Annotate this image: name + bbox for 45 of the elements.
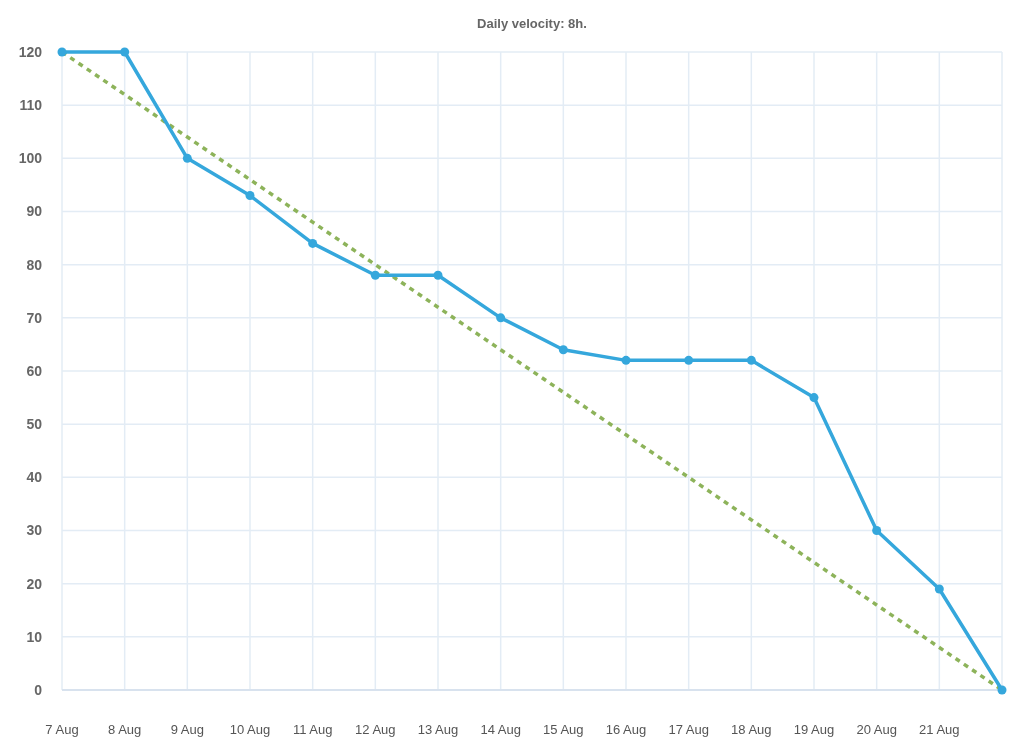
- x-tick-label: 13 Aug: [417, 722, 459, 737]
- y-tick-label: 80: [26, 256, 43, 273]
- point: [245, 191, 255, 201]
- x-tick-label: 19 Aug: [793, 722, 835, 737]
- y-tick-label: 110: [19, 97, 43, 114]
- x-tick-label: 8 Aug: [108, 722, 142, 737]
- chart-title: Daily velocity: 8h.: [477, 16, 587, 31]
- x-tick-label: 11 Aug: [292, 722, 333, 737]
- y-tick-label: 30: [26, 522, 43, 539]
- point: [558, 345, 568, 355]
- x-tick-label: 12 Aug: [355, 722, 396, 737]
- point: [120, 47, 130, 57]
- x-tick-label: 7 Aug: [45, 722, 79, 737]
- point: [746, 355, 756, 365]
- y-tick-label: 0: [34, 681, 43, 698]
- y-tick-label: 40: [26, 469, 43, 486]
- y-tick-label: 60: [26, 362, 43, 379]
- point: [872, 526, 882, 535]
- x-tick-label: 20 Aug: [856, 722, 897, 737]
- y-tick-label: 100: [18, 150, 43, 167]
- point: [433, 270, 443, 280]
- point: [809, 393, 819, 403]
- x-tick-label: 15 Aug: [543, 722, 584, 737]
- y-tick-label: 120: [18, 43, 43, 60]
- x-tick-label: 17 Aug: [668, 722, 709, 737]
- point: [934, 584, 944, 594]
- x-tick-label: 9 Aug: [170, 722, 204, 737]
- y-tick-label: 10: [26, 628, 43, 645]
- x-tick-label: 21 Aug: [919, 722, 960, 737]
- x-tick-label: 10 Aug: [229, 722, 271, 737]
- y-tick-label: 20: [26, 575, 43, 592]
- point: [182, 153, 192, 163]
- point: [308, 238, 318, 248]
- point: [496, 313, 506, 323]
- x-tick-label: 18 Aug: [731, 722, 772, 737]
- point: [621, 355, 631, 365]
- point: [684, 355, 694, 365]
- x-tick-label: 14 Aug: [480, 722, 521, 737]
- y-tick-label: 50: [26, 416, 43, 433]
- y-tick-label: 90: [26, 203, 43, 220]
- y-tick-label: 70: [26, 309, 43, 326]
- point: [997, 685, 1007, 695]
- x-tick-label: 16 Aug: [605, 722, 647, 737]
- point: [57, 47, 67, 57]
- point: [370, 270, 380, 280]
